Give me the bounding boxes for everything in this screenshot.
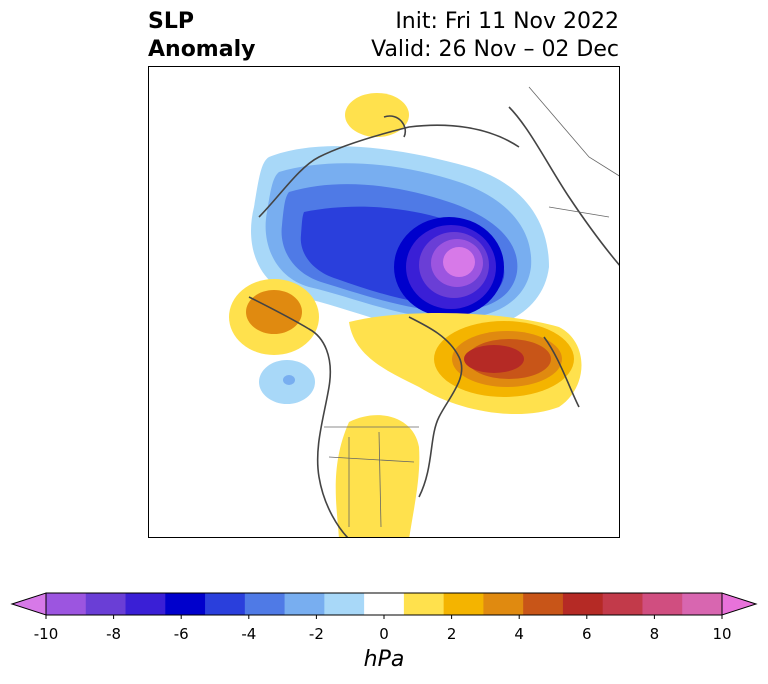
colorbar-segment [403,593,445,615]
colorbar-tick-label: -10 [33,625,59,643]
colorbar-tick-label: 2 [446,625,457,643]
colorbar-segment [284,593,325,615]
title-line-2: Anomaly [148,37,256,62]
date-info: Init: Fri 11 Nov 2022 Valid: 26 Nov – 02… [371,8,619,64]
colorbar-ticks [45,615,723,619]
high-us-east [335,415,420,537]
colorbar-tick-label: 0 [379,625,389,643]
map-panel [148,66,620,538]
colorbar-tick-label: -6 [173,625,189,643]
colorbar-tick-label: -4 [241,625,257,643]
colorbar-segments [10,592,758,616]
anomaly-map [229,86,619,537]
coastlines [248,106,619,537]
small-low-pacific-core [283,375,295,385]
colorbar-extend-high [721,592,758,616]
high-atlantic-core [464,345,524,373]
high-north [345,93,409,137]
low-center-5 [443,247,475,277]
colorbar-segment [562,593,604,615]
colorbar-segment [364,593,405,615]
colorbar-tick-label: 8 [649,625,660,643]
colorbar-tick-label: -2 [308,625,324,643]
high-west-inner [246,290,302,334]
colorbar-tick-label: 10 [712,625,732,643]
colorbar-units: hPa [363,647,405,672]
title-line-1: SLP [148,9,194,34]
valid-range: Valid: 26 Nov – 02 Dec [371,37,619,62]
colorbar-segment [205,593,246,615]
colorbar-segment [602,593,643,615]
colorbar-segment [244,593,286,615]
colorbar-segment [642,593,683,615]
colorbar-tick-label: 4 [514,625,524,643]
colorbar-segment [125,593,166,615]
colorbar-segment [324,593,365,615]
colorbar [10,592,758,619]
map-title: SLP Anomaly [148,8,255,64]
colorbar-segment [523,593,564,615]
colorbar-segment [483,593,524,615]
borders [324,86,619,528]
colorbar-segment [682,593,723,615]
init-date: Init: Fri 11 Nov 2022 [395,9,619,34]
colorbar-segment [443,593,484,615]
colorbar-segment [46,593,87,615]
colorbar-tick-label: 6 [582,625,592,643]
colorbar-tick-label: -8 [106,625,122,643]
colorbar-segment [85,593,127,615]
colorbar-extend-low [10,592,47,616]
colorbar-segment [165,593,206,615]
